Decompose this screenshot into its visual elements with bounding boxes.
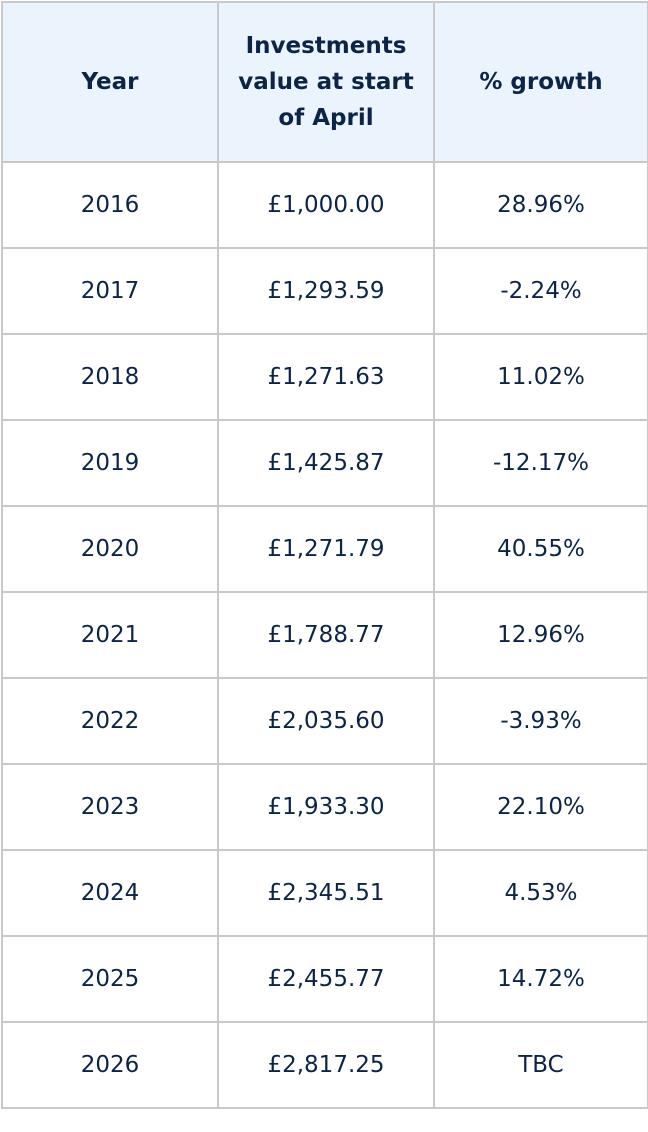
table-row: 2017 £1,293.59 -2.24% [1,247,648,335]
investments-value-cell: £1,788.77 [217,591,435,679]
column-header-year: Year [1,1,219,163]
year-cell: 2016 [1,161,219,249]
table-row: 2023 £1,933.30 22.10% [1,763,648,851]
growth-cell: TBC [433,1021,648,1109]
year-cell: 2024 [1,849,219,937]
growth-cell: 28.96% [433,161,648,249]
column-header-investments-value: Investments value at start of April [217,1,435,163]
year-cell: 2025 [1,935,219,1023]
table-header: Year Investments value at start of April… [1,1,648,163]
investments-value-cell: £2,817.25 [217,1021,435,1109]
year-cell: 2019 [1,419,219,507]
investments-value-cell: £1,425.87 [217,419,435,507]
growth-cell: 12.96% [433,591,648,679]
year-cell: 2018 [1,333,219,421]
growth-cell: 22.10% [433,763,648,851]
investment-growth-table: Year Investments value at start of April… [1,1,648,1109]
column-header-percent-growth: % growth [433,1,648,163]
growth-cell: 4.53% [433,849,648,937]
investments-value-cell: £2,035.60 [217,677,435,765]
investments-value-cell: £2,455.77 [217,935,435,1023]
table-row: 2019 £1,425.87 -12.17% [1,419,648,507]
table-row: 2021 £1,788.77 12.96% [1,591,648,679]
growth-cell: -2.24% [433,247,648,335]
year-cell: 2026 [1,1021,219,1109]
table-row: 2020 £1,271.79 40.55% [1,505,648,593]
growth-cell: -12.17% [433,419,648,507]
investments-value-cell: £1,933.30 [217,763,435,851]
table-row: 2025 £2,455.77 14.72% [1,935,648,1023]
table-row: 2022 £2,035.60 -3.93% [1,677,648,765]
investments-value-cell: £1,271.79 [217,505,435,593]
growth-cell: 14.72% [433,935,648,1023]
table-row: 2016 £1,000.00 28.96% [1,161,648,249]
table-row: 2024 £2,345.51 4.53% [1,849,648,937]
growth-cell: -3.93% [433,677,648,765]
growth-cell: 11.02% [433,333,648,421]
header-row: Year Investments value at start of April… [1,1,648,163]
investments-value-cell: £1,000.00 [217,161,435,249]
investments-value-cell: £2,345.51 [217,849,435,937]
year-cell: 2017 [1,247,219,335]
table-row: 2026 £2,817.25 TBC [1,1021,648,1109]
year-cell: 2022 [1,677,219,765]
year-cell: 2020 [1,505,219,593]
table-row: 2018 £1,271.63 11.02% [1,333,648,421]
investments-value-cell: £1,271.63 [217,333,435,421]
year-cell: 2023 [1,763,219,851]
table-body: 2016 £1,000.00 28.96% 2017 £1,293.59 -2.24% 20… [1,161,648,1109]
growth-cell: 40.55% [433,505,648,593]
year-cell: 2021 [1,591,219,679]
investments-value-cell: £1,293.59 [217,247,435,335]
